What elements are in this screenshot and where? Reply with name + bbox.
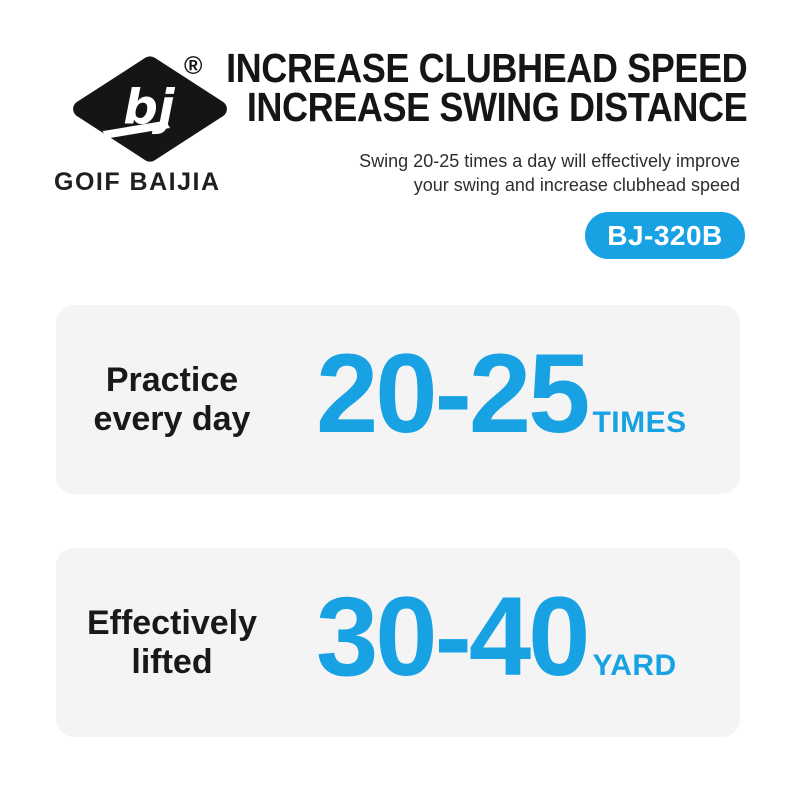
stat-card-label: Effectively lifted [62, 604, 282, 682]
subtitle-line-2: your swing and increase clubhead speed [413, 175, 740, 195]
model-badge: BJ-320B [585, 212, 745, 259]
brand-logo-slash [102, 120, 171, 139]
stat-card-yards-lifted: Effectively lifted 30-40 YARD [56, 548, 740, 737]
subtitle-line-1: Swing 20-25 times a day will effectively… [359, 151, 740, 171]
stat-value-row: 30-40 YARD [316, 573, 677, 699]
brand-logo-diamond-icon: bj [73, 56, 227, 162]
stat-value: 30-40 [316, 573, 590, 699]
stat-card-label: Practice every day [62, 361, 282, 439]
stat-label-line-1: Effectively [86, 603, 258, 642]
stat-label-line-2: every day [93, 399, 251, 438]
stat-label-line-1: Practice [105, 360, 239, 399]
stat-label-line-2: lifted [131, 642, 213, 681]
stat-unit: YARD [592, 648, 677, 682]
brand-name: GOIF BAIJIA [54, 168, 221, 196]
registered-trademark-symbol: ® [184, 52, 203, 80]
headline-line-1: INCREASE CLUBHEAD SPEED [225, 45, 748, 91]
headline: INCREASE CLUBHEAD SPEED INCREASE SWING D… [225, 45, 748, 130]
stat-value: 20-25 [316, 330, 590, 456]
subtitle: Swing 20-25 times a day will effectively… [359, 149, 740, 197]
stat-value-row: 20-25 TIMES [316, 330, 687, 456]
stat-unit: TIMES [592, 405, 687, 439]
headline-line-2: INCREASE SWING DISTANCE [246, 84, 748, 130]
stat-card-practice-times: Practice every day 20-25 TIMES [56, 305, 740, 494]
